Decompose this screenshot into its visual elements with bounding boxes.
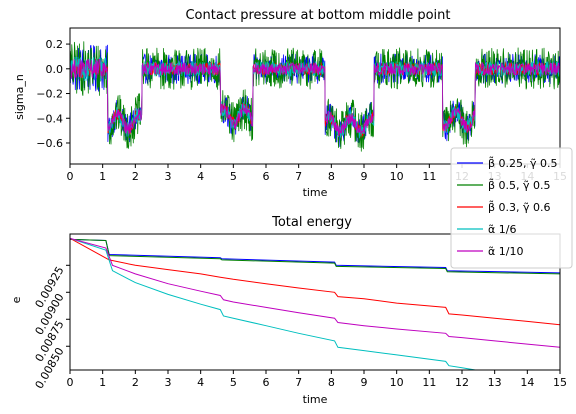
pressure-x-label: time — [303, 186, 328, 199]
energy-y-label: e — [10, 296, 23, 303]
energy-series-line — [70, 237, 479, 370]
energy-x-tick-label: 8 — [328, 376, 335, 389]
pressure-y-label: sigma_n — [13, 74, 26, 120]
pressure-y-tick-label: −0.4 — [36, 112, 63, 125]
pressure-title: Contact pressure at bottom middle point — [185, 8, 450, 23]
energy-x-tick-label: 2 — [132, 376, 139, 389]
pressure-x-tick-label: 1 — [99, 170, 106, 183]
pressure-y-ticks: 0.2 0.0 −0.2 −0.4 −0.6 — [36, 38, 70, 150]
energy-x-tick-label: 9 — [361, 376, 368, 389]
pressure-x-tick-label: 4 — [197, 170, 204, 183]
pressure-x-tick-label: 8 — [328, 170, 335, 183]
energy-x-tick-label: 3 — [165, 376, 172, 389]
pressure-x-tick-label: 5 — [230, 170, 237, 183]
pressure-x-tick-label: 2 — [132, 170, 139, 183]
energy-x-tick-label: 0 — [67, 376, 74, 389]
pressure-y-tick-label: 0.0 — [46, 63, 64, 76]
legend-label: β̃ 0.5, γ̃ 0.5 — [488, 178, 551, 192]
pressure-x-tick-label: 11 — [422, 170, 436, 183]
energy-x-tick-label: 14 — [520, 376, 534, 389]
legend-label: α̃ 1/6 — [488, 223, 516, 236]
pressure-series-line — [70, 41, 560, 152]
pressure-x-tick-label: 3 — [165, 170, 172, 183]
energy-x-tick-label: 13 — [488, 376, 502, 389]
energy-x-tick-label: 11 — [422, 376, 436, 389]
energy-x-tick-label: 12 — [455, 376, 469, 389]
energy-x-tick-label: 15 — [553, 376, 567, 389]
energy-x-tick-label: 5 — [230, 376, 237, 389]
pressure-x-tick-label: 0 — [67, 170, 74, 183]
pressure-x-tick-label: 9 — [361, 170, 368, 183]
energy-x-label: time — [303, 393, 328, 406]
legend-items: β̃ 0.25, γ̃ 0.5 β̃ 0.5, γ̃ 0.5 β̃ 0.3, γ̃ … — [457, 156, 558, 258]
pressure-x-tick-label: 7 — [295, 170, 302, 183]
energy-series-group — [70, 237, 560, 370]
pressure-panel: Contact pressure at bottom middle point … — [13, 8, 567, 199]
pressure-y-tick-label: −0.6 — [36, 137, 63, 150]
pressure-x-tick-label: 6 — [263, 170, 270, 183]
legend-label: α̃ 1/10 — [488, 245, 523, 258]
energy-series-line — [70, 237, 560, 326]
pressure-y-tick-label: −0.2 — [36, 88, 63, 101]
pressure-series-group — [70, 41, 560, 152]
energy-x-tick-label: 10 — [390, 376, 404, 389]
energy-x-tick-label: 7 — [295, 376, 302, 389]
energy-x-tick-label: 4 — [197, 376, 204, 389]
pressure-x-tick-label: 10 — [390, 170, 404, 183]
energy-series-line — [70, 238, 560, 275]
legend-label: β̃ 0.25, γ̃ 0.5 — [488, 156, 558, 170]
energy-series-line — [70, 237, 560, 348]
energy-x-ticks: 0 1 2 3 4 5 6 7 8 9 10 11 12 13 14 15 — [67, 370, 567, 389]
energy-title: Total energy — [271, 215, 352, 230]
pressure-series-line — [70, 58, 560, 137]
legend-box — [450, 147, 573, 269]
pressure-axes-frame — [69, 27, 561, 165]
legend-label: β̃ 0.3, γ̃ 0.6 — [488, 200, 551, 214]
energy-x-tick-label: 1 — [99, 376, 106, 389]
legend: β̃ 0.25, γ̃ 0.5 β̃ 0.5, γ̃ 0.5 β̃ 0.3, γ̃ … — [450, 147, 573, 269]
energy-axes-frame — [69, 233, 561, 371]
energy-x-tick-label: 6 — [263, 376, 270, 389]
pressure-y-tick-label: 0.2 — [46, 38, 64, 51]
